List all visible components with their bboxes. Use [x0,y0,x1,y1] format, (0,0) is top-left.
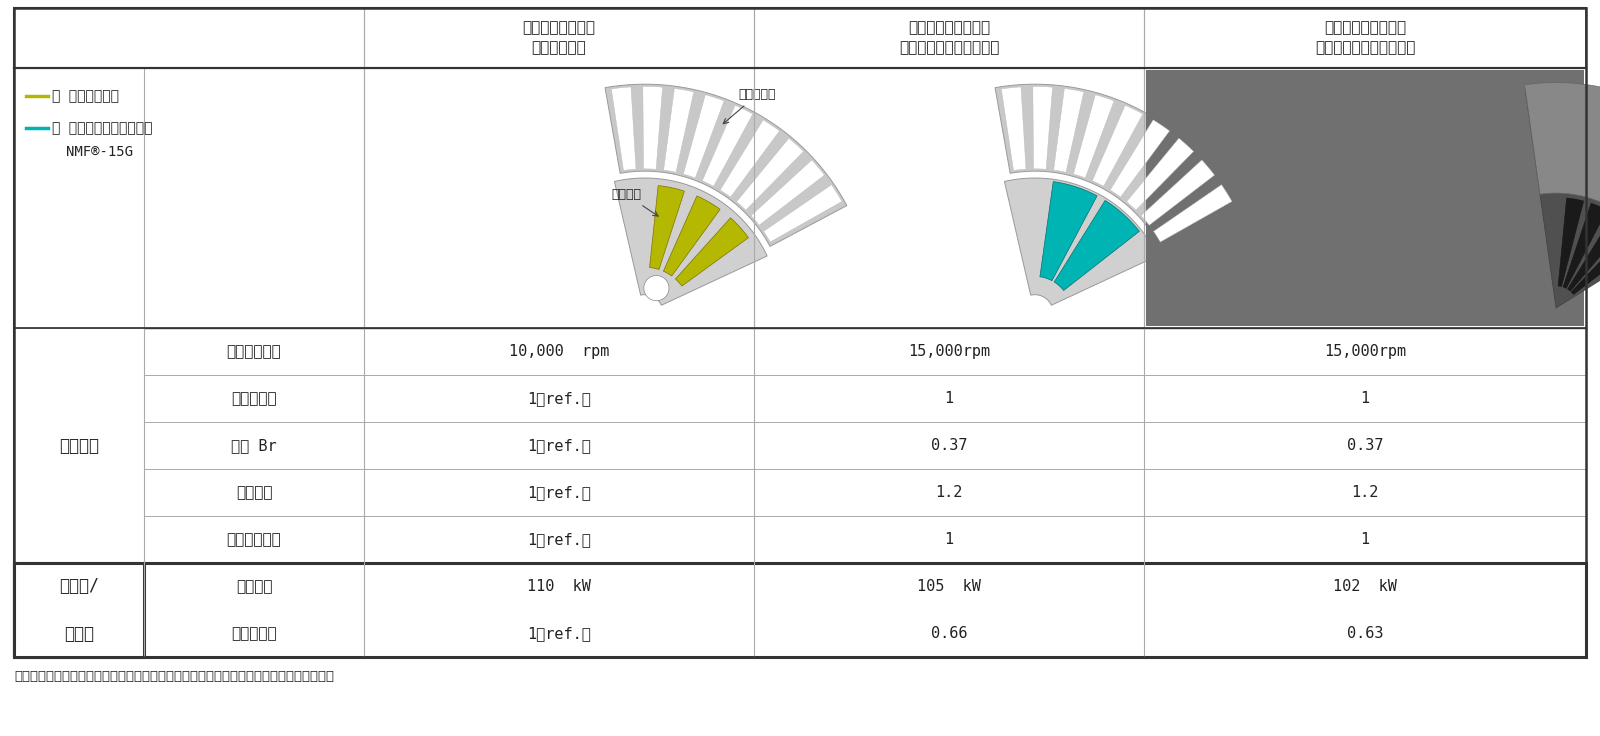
Polygon shape [750,160,824,225]
Polygon shape [614,178,766,305]
Polygon shape [1141,160,1214,225]
Text: 設計諸元: 設計諸元 [59,436,99,455]
Text: 1: 1 [1360,532,1370,547]
Text: 1（ref.）: 1（ref.） [526,438,590,453]
Text: 測定値: 測定値 [64,625,94,643]
Text: 計算値/: 計算値/ [59,578,99,595]
Polygon shape [1110,120,1170,197]
Polygon shape [736,138,803,210]
Text: 1（ref.）: 1（ref.） [526,485,590,500]
Polygon shape [675,218,749,286]
Text: 110  kW: 110 kW [526,579,590,594]
Text: NMF®-15G: NMF®-15G [66,145,133,159]
FancyBboxPatch shape [14,516,1586,563]
Text: 102  kW: 102 kW [1333,579,1397,594]
Polygon shape [1093,105,1142,186]
Text: 1（ref.）: 1（ref.） [526,532,590,547]
Text: － 高性能フェライト磁石: － 高性能フェライト磁石 [51,121,152,135]
Text: ＊ローター・ステーター径は固定，運転温度や高速回転時の強度確保などを考慮して設計: ＊ローター・ステーター径は固定，運転温度や高速回転時の強度確保などを考慮して設計 [14,670,334,684]
FancyBboxPatch shape [14,563,1586,657]
Text: 0.63: 0.63 [1347,626,1384,641]
Text: ネオジム磁石使用: ネオジム磁石使用 [523,21,595,35]
Polygon shape [664,88,694,172]
Polygon shape [1568,213,1600,291]
FancyBboxPatch shape [14,375,1586,422]
Text: 105  kW: 105 kW [917,579,981,594]
Text: 軸方向積厚: 軸方向積厚 [230,391,277,406]
Polygon shape [720,120,779,197]
FancyBboxPatch shape [1146,70,1584,326]
FancyBboxPatch shape [14,422,1586,469]
Text: モーター重量: モーター重量 [227,532,282,547]
Polygon shape [1005,178,1157,305]
Text: 0.37: 0.37 [931,438,968,453]
Polygon shape [702,105,754,186]
Text: 0.66: 0.66 [931,626,968,641]
Polygon shape [643,87,662,169]
Text: 1（ref.）: 1（ref.） [526,391,590,406]
Text: （比較基準）: （比較基準） [531,40,586,55]
Text: 最大トルク: 最大トルク [230,626,277,641]
Text: 1: 1 [944,391,954,406]
Polygon shape [763,185,842,242]
Text: 最大出力: 最大出力 [235,579,272,594]
Circle shape [643,275,669,301]
Text: 磁石 Br: 磁石 Br [230,438,277,453]
Polygon shape [1054,88,1083,172]
Polygon shape [1525,82,1600,247]
Polygon shape [1563,203,1600,289]
FancyBboxPatch shape [14,68,1586,328]
Polygon shape [1002,87,1026,171]
Polygon shape [1154,185,1232,242]
Text: 磁石重量: 磁石重量 [235,485,272,500]
Text: 0.37: 0.37 [1347,438,1384,453]
Polygon shape [1040,182,1098,280]
Polygon shape [1126,138,1194,210]
Text: 1: 1 [1360,391,1370,406]
Polygon shape [1074,95,1114,178]
FancyBboxPatch shape [14,8,1586,657]
Text: － ネオジム磁石: － ネオジム磁石 [51,89,118,103]
Polygon shape [1571,228,1600,294]
Polygon shape [664,196,720,276]
FancyBboxPatch shape [14,328,144,563]
Polygon shape [1034,87,1053,169]
Text: 15,000rpm: 15,000rpm [1323,344,1406,359]
Polygon shape [1054,200,1139,291]
Polygon shape [1558,198,1584,286]
Text: 1.2: 1.2 [1352,485,1379,500]
Text: フェライト磁石使用: フェライト磁石使用 [1323,21,1406,35]
Text: ローター: ローター [611,188,658,216]
Text: 実機（ローターの一部）: 実機（ローターの一部） [1315,40,1414,55]
FancyBboxPatch shape [14,328,1586,375]
FancyBboxPatch shape [14,469,1586,516]
Text: 10,000  rpm: 10,000 rpm [509,344,610,359]
Polygon shape [683,95,725,178]
Text: 1: 1 [944,532,954,547]
Polygon shape [611,87,637,171]
Text: 1.2: 1.2 [936,485,963,500]
Text: 最高回転速度: 最高回転速度 [227,344,282,359]
Polygon shape [995,84,1237,247]
Polygon shape [650,185,685,269]
FancyBboxPatch shape [14,563,144,657]
Polygon shape [605,84,846,247]
Text: 15,000rpm: 15,000rpm [907,344,990,359]
FancyBboxPatch shape [14,8,1586,68]
Text: 1（ref.）: 1（ref.） [526,626,590,641]
Text: シミュレーション結果＊: シミュレーション結果＊ [899,40,998,55]
Text: フェライト磁石使用: フェライト磁石使用 [907,21,990,35]
Text: ステーター: ステーター [723,88,776,124]
Polygon shape [1525,87,1600,308]
